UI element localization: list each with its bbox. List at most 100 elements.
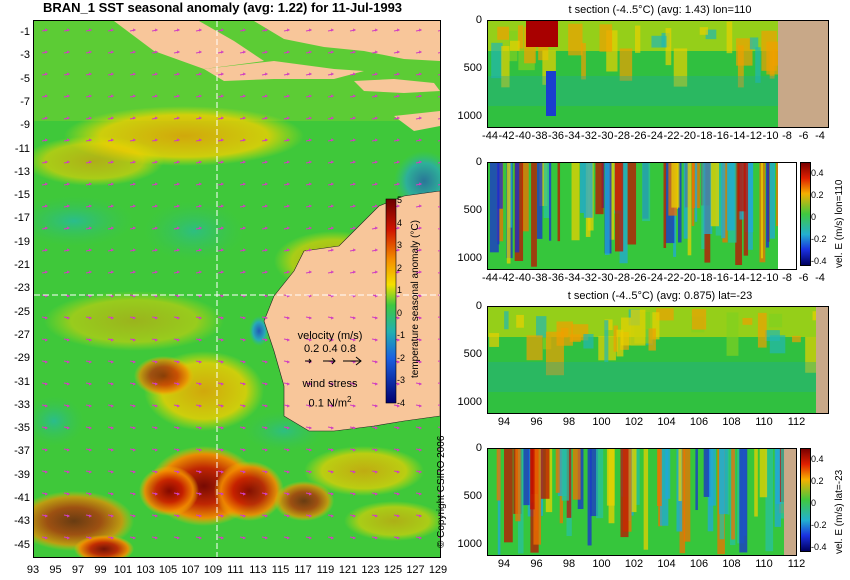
wind-arrow	[151, 514, 159, 518]
wind-arrow	[63, 138, 71, 142]
wind-arrow	[393, 94, 401, 98]
wind-arrow	[437, 228, 440, 230]
wind-arrow	[41, 270, 49, 274]
wind-arrow	[195, 426, 203, 430]
wind-arrow	[173, 382, 181, 386]
wind-arrow	[217, 204, 225, 208]
wind-arrow	[415, 72, 423, 76]
wind-arrow	[327, 270, 335, 274]
wind-arrow	[437, 140, 440, 142]
depth-tick-label: 500	[463, 348, 482, 360]
sst-colorbar-tick: -1	[397, 330, 406, 340]
wind-arrow	[85, 360, 93, 364]
lon-tick-label: 111	[227, 564, 244, 576]
section-title: t section (-4..5°C) (avg: 1.43) lon=110	[568, 4, 752, 16]
wind-arrow	[283, 116, 291, 120]
wind-arrow	[85, 448, 93, 452]
wind-arrow	[371, 492, 379, 496]
section-x-tick-label: -42	[498, 272, 515, 284]
wind-arrow	[239, 204, 247, 208]
wind-arrow	[85, 426, 93, 430]
lat-tick-label: -33	[14, 398, 30, 411]
wind-arrow	[371, 204, 379, 208]
section-plot[interactable]	[487, 20, 829, 128]
wind-arrow	[371, 448, 379, 452]
wind-arrow	[371, 470, 379, 474]
lon-tick-label: 113	[249, 564, 267, 576]
wind-arrow	[261, 338, 269, 342]
wind-arrow	[217, 160, 225, 164]
wind-arrow	[173, 248, 181, 252]
depth-tick-label: 500	[463, 62, 482, 74]
section-x-tick-label: -40	[515, 272, 531, 284]
wind-arrow	[41, 138, 49, 142]
sst-colorbar-tick: 3	[397, 240, 403, 250]
lon-tick-label: 129	[428, 564, 448, 576]
wind-arrow	[349, 28, 357, 32]
wind-arrow	[261, 160, 269, 164]
lat-tick-label: -45	[14, 538, 30, 551]
section-x-tick-label: 108	[722, 416, 741, 428]
wind-arrow	[437, 492, 440, 494]
lon-tick-label: 127	[406, 564, 425, 576]
wind-arrow	[63, 72, 71, 76]
wind-arrow	[85, 492, 93, 496]
wind-arrow	[239, 404, 247, 408]
wind-arrow	[327, 514, 335, 518]
section-x-tick-label: -24	[647, 272, 663, 284]
wind-arrow	[349, 404, 357, 408]
wind-arrow	[173, 270, 181, 274]
wind-arrow	[283, 448, 291, 452]
section-x-tick-label: -30	[597, 272, 614, 284]
wind-arrow	[371, 338, 379, 342]
wind-arrow	[305, 404, 313, 408]
wind-arrow	[393, 160, 401, 164]
section-x-tick-label: -16	[713, 272, 729, 284]
wind-arrow	[261, 360, 269, 364]
section-x-tick-label: 96	[530, 416, 543, 428]
section-plot[interactable]	[487, 162, 797, 270]
wind-arrow	[173, 514, 181, 518]
wind-arrow	[85, 28, 93, 32]
wind-arrow	[217, 182, 225, 186]
section-x-tick-label: -38	[531, 130, 548, 142]
wind-arrow	[151, 404, 159, 408]
wind-arrow	[437, 404, 440, 406]
section-x-tick-label: -6	[798, 130, 809, 142]
wind-arrow	[305, 492, 313, 496]
wind-arrow	[437, 96, 440, 98]
velocity-legend-title: velocity (m/s)	[297, 330, 363, 342]
wind-arrow	[239, 492, 247, 496]
wind-legend-title: wind stress	[302, 378, 358, 390]
section-plot[interactable]	[487, 306, 829, 414]
wind-arrow	[283, 382, 291, 386]
wind-arrow	[107, 28, 115, 32]
wind-arrow	[85, 50, 93, 54]
section-x-tick-label: -44	[482, 130, 498, 142]
section-x-tick-label: 102	[624, 558, 644, 570]
velocity-colorbar-tick: 0.4	[811, 454, 824, 464]
wind-arrow	[173, 226, 181, 230]
wind-arrow	[217, 248, 225, 252]
lon-tick-label: 105	[158, 564, 178, 576]
lat-tick-label: -37	[14, 445, 30, 458]
wind-arrow	[217, 360, 225, 364]
wind-arrow	[107, 404, 115, 408]
wind-arrow	[327, 536, 335, 540]
wind-arrow	[393, 492, 401, 496]
wind-arrow	[85, 226, 93, 230]
wind-arrow	[349, 536, 357, 540]
wind-arrow	[415, 470, 423, 474]
wind-arrow	[437, 294, 440, 296]
section-plot[interactable]	[487, 448, 797, 556]
section-x-tick-label: -12	[746, 130, 762, 142]
wind-arrow	[261, 116, 269, 120]
section-x-tick-label: -26	[630, 272, 647, 284]
depth-tick-label: 500	[463, 490, 482, 502]
lat-tick-label: -7	[20, 95, 30, 108]
sst-anomaly-map[interactable]	[33, 20, 441, 558]
lat-tick-label: -3	[20, 49, 30, 62]
wind-arrow	[41, 116, 49, 120]
section-canvas	[488, 307, 828, 413]
section-x-tick-label: 100	[592, 416, 611, 428]
